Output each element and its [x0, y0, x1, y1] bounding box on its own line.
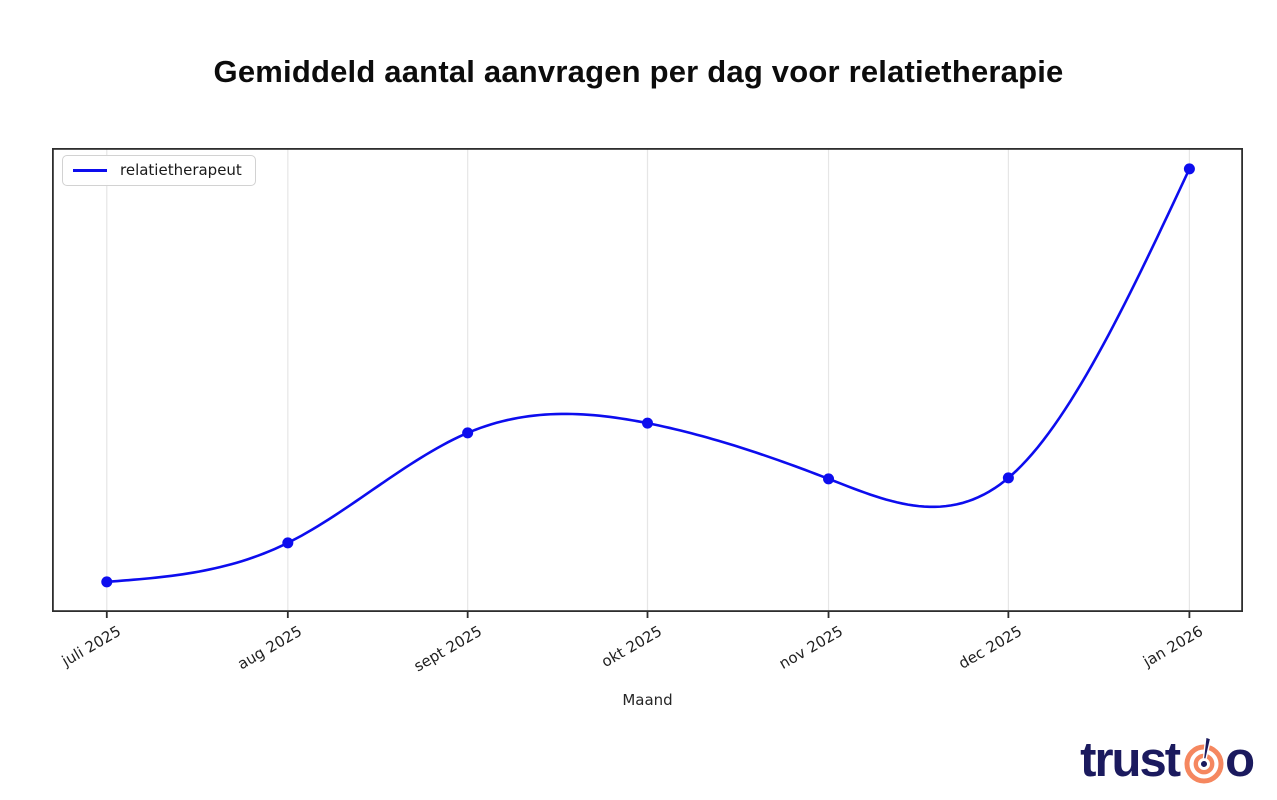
axis-frame — [51, 147, 1243, 613]
logo-text-o: o — [1225, 732, 1255, 787]
target-icon — [1184, 735, 1224, 784]
data-point — [1183, 163, 1195, 175]
x-tick-label: dec 2025 — [955, 622, 1026, 673]
legend: relatietherapeut — [62, 155, 256, 186]
legend-line-sample — [73, 169, 107, 172]
x-tick-label: nov 2025 — [775, 622, 846, 673]
plot-area: relatietherapeut — [51, 147, 1243, 618]
x-tick-label: aug 2025 — [234, 622, 305, 674]
data-point — [462, 427, 474, 439]
data-point — [282, 537, 294, 549]
chart-title: Gemiddeld aantal aanvragen per dag voor … — [213, 54, 1064, 89]
x-tick-label: juli 2025 — [58, 622, 124, 671]
x-tick-label: sept 2025 — [410, 622, 485, 676]
data-point — [642, 417, 653, 429]
data-point — [823, 473, 835, 485]
line-chart — [51, 147, 1243, 618]
x-tick-label: okt 2025 — [597, 622, 665, 671]
trustoo-logo: trust o — [1080, 731, 1255, 789]
data-point — [1002, 472, 1014, 484]
x-tick-label: jan 2026 — [1140, 622, 1207, 671]
x-axis-title: Maand — [622, 691, 673, 709]
legend-label: relatietherapeut — [120, 161, 242, 179]
data-point — [101, 576, 113, 588]
x-tick-labels: juli 2025 aug 2025 sept 2025 okt 2025 nov 20… — [0, 622, 1277, 702]
logo-text-trust: trust — [1080, 732, 1181, 787]
